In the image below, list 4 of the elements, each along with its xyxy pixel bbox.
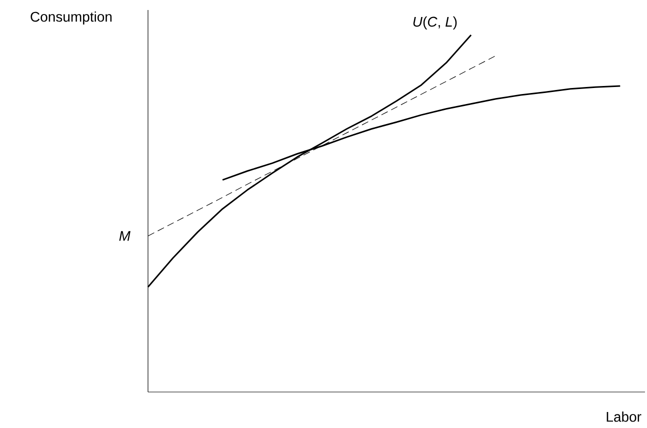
y-axis-title: Consumption [30, 11, 112, 25]
text: M [119, 231, 130, 241]
series-label: U(C, L) [413, 16, 457, 30]
x-axis-title: Labor [606, 412, 642, 422]
